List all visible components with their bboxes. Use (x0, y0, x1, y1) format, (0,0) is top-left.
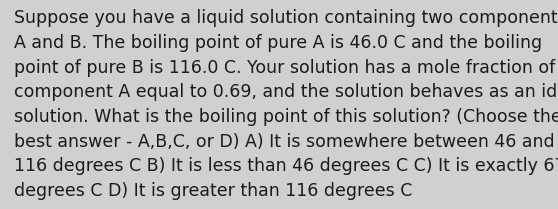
Text: 116 degrees C B) It is less than 46 degrees C C) It is exactly 67.7: 116 degrees C B) It is less than 46 degr… (14, 157, 558, 175)
Text: A and B. The boiling point of pure A is 46.0 C and the boiling: A and B. The boiling point of pure A is … (14, 34, 542, 52)
Text: best answer - A,B,C, or D) A) It is somewhere between 46 and: best answer - A,B,C, or D) A) It is some… (14, 133, 555, 151)
Text: degrees C D) It is greater than 116 degrees C: degrees C D) It is greater than 116 degr… (14, 182, 412, 200)
Text: Suppose you have a liquid solution containing two components,: Suppose you have a liquid solution conta… (14, 9, 558, 27)
Text: solution. What is the boiling point of this solution? (Choose the: solution. What is the boiling point of t… (14, 108, 558, 126)
Text: point of pure B is 116.0 C. Your solution has a mole fraction of: point of pure B is 116.0 C. Your solutio… (14, 59, 555, 77)
Text: component A equal to 0.69, and the solution behaves as an ideal: component A equal to 0.69, and the solut… (14, 83, 558, 101)
